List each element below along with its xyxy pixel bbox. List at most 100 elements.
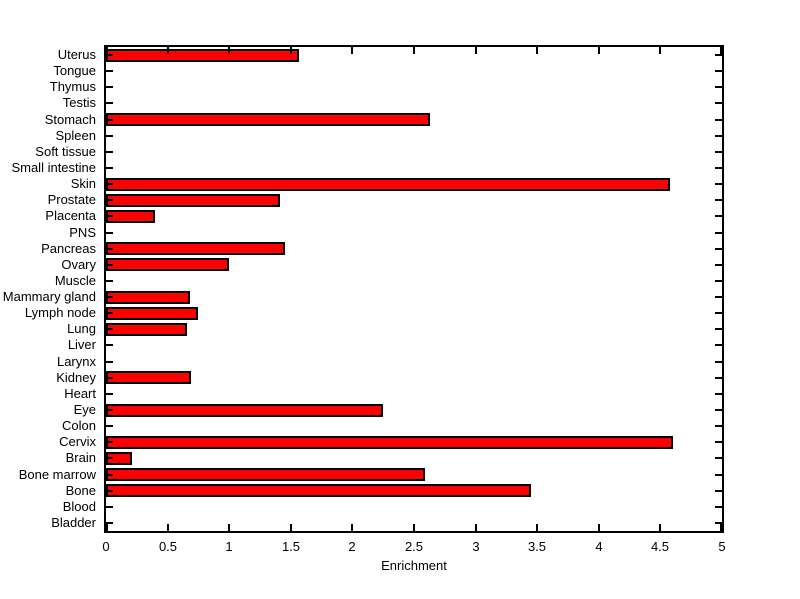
bar-ovary xyxy=(106,258,229,271)
y-tick-mark xyxy=(715,393,722,395)
y-tick-mark xyxy=(106,409,113,411)
x-tick-mark xyxy=(598,524,600,531)
x-tick-mark xyxy=(228,47,230,54)
y-tick-label-eye: Eye xyxy=(73,402,96,417)
x-tick-label-4: 4 xyxy=(595,539,603,554)
x-tick-mark xyxy=(720,47,722,54)
y-tick-label-thymus: Thymus xyxy=(49,79,96,94)
x-tick-mark xyxy=(536,524,538,531)
bar-mammary-gland xyxy=(106,291,190,304)
y-tick-mark xyxy=(715,248,722,250)
bar-kidney xyxy=(106,371,191,384)
y-tick-mark xyxy=(106,328,113,330)
x-tick-label-3.5: 3.5 xyxy=(527,539,547,554)
y-tick-mark xyxy=(106,151,113,153)
y-tick-mark xyxy=(106,86,113,88)
y-tick-label-small-intestine: Small intestine xyxy=(11,160,96,175)
y-tick-mark xyxy=(715,457,722,459)
y-tick-mark xyxy=(715,264,722,266)
y-tick-mark xyxy=(715,151,722,153)
bar-stomach xyxy=(106,113,430,126)
x-tick-label-5: 5 xyxy=(718,539,726,554)
y-tick-label-bone: Bone xyxy=(65,483,96,498)
y-tick-mark xyxy=(106,232,113,234)
y-tick-mark xyxy=(715,506,722,508)
x-tick-label-3: 3 xyxy=(472,539,480,554)
y-tick-label-heart: Heart xyxy=(64,386,96,401)
x-tick-mark xyxy=(598,47,600,54)
y-tick-label-bone-marrow: Bone marrow xyxy=(18,467,96,482)
y-tick-label-prostate: Prostate xyxy=(47,192,96,207)
y-tick-mark xyxy=(106,425,113,427)
bar-placenta xyxy=(106,210,155,223)
y-tick-mark xyxy=(715,54,722,56)
y-tick-label-stomach: Stomach xyxy=(44,112,96,127)
y-tick-mark xyxy=(715,280,722,282)
bar-skin xyxy=(106,178,670,191)
x-tick-label-0: 0 xyxy=(102,539,110,554)
y-tick-mark xyxy=(106,312,113,314)
y-tick-mark xyxy=(715,474,722,476)
x-tick-mark xyxy=(536,47,538,54)
y-tick-label-soft-tissue: Soft tissue xyxy=(35,144,96,159)
y-tick-mark xyxy=(106,54,113,56)
y-tick-mark xyxy=(106,506,113,508)
y-tick-mark xyxy=(715,425,722,427)
bar-bone-marrow xyxy=(106,468,425,481)
y-tick-mark xyxy=(106,215,113,217)
x-tick-mark xyxy=(475,47,477,54)
bar-lung xyxy=(106,323,187,336)
y-tick-mark xyxy=(715,70,722,72)
y-tick-label-muscle: Muscle xyxy=(54,273,96,288)
x-tick-mark xyxy=(290,524,292,531)
y-tick-mark xyxy=(715,232,722,234)
y-tick-mark xyxy=(715,344,722,346)
y-tick-label-liver: Liver xyxy=(67,337,96,352)
y-tick-mark xyxy=(106,167,113,169)
y-tick-mark xyxy=(106,248,113,250)
y-tick-mark xyxy=(715,328,722,330)
y-tick-mark xyxy=(106,522,113,524)
y-tick-mark xyxy=(106,296,113,298)
y-tick-label-pns: PNS xyxy=(69,225,96,240)
y-tick-label-brain: Brain xyxy=(65,450,96,465)
y-tick-label-cervix: Cervix xyxy=(59,434,96,449)
x-tick-mark xyxy=(351,524,353,531)
y-tick-mark xyxy=(715,119,722,121)
bar-uterus xyxy=(106,49,299,62)
y-tick-mark xyxy=(715,409,722,411)
y-tick-label-tongue: Tongue xyxy=(53,63,96,78)
y-tick-mark xyxy=(715,361,722,363)
y-tick-label-colon: Colon xyxy=(62,418,96,433)
bar-eye xyxy=(106,404,383,417)
x-tick-mark xyxy=(413,47,415,54)
y-tick-mark xyxy=(106,441,113,443)
y-tick-mark xyxy=(106,264,113,266)
y-tick-label-kidney: Kidney xyxy=(56,370,96,385)
x-tick-label-2.5: 2.5 xyxy=(404,539,424,554)
x-axis-title: Enrichment xyxy=(381,558,447,573)
bar-cervix xyxy=(106,436,673,449)
y-tick-mark xyxy=(715,441,722,443)
x-tick-mark xyxy=(720,524,722,531)
y-tick-mark xyxy=(106,70,113,72)
x-axis-tick-labels: 0 0.5 1 1.5 2 2.5 3 3.5 4 4.5 5 xyxy=(102,539,725,555)
y-tick-mark xyxy=(715,522,722,524)
y-tick-label-uterus: Uterus xyxy=(57,47,96,62)
y-tick-label-spleen: Spleen xyxy=(55,128,96,143)
y-tick-label-mammary-gland: Mammary gland xyxy=(2,289,96,304)
y-tick-mark xyxy=(715,102,722,104)
y-tick-label-lung: Lung xyxy=(67,321,96,336)
plot-area xyxy=(104,45,724,533)
y-axis-labels: Uterus Tongue Thymus Testis Stomach Spleen Sof… xyxy=(0,45,100,533)
y-tick-mark xyxy=(106,119,113,121)
y-tick-mark xyxy=(715,86,722,88)
x-tick-mark xyxy=(351,47,353,54)
y-tick-mark xyxy=(106,490,113,492)
x-tick-mark xyxy=(413,524,415,531)
y-tick-mark xyxy=(106,361,113,363)
y-tick-label-placenta: Placenta xyxy=(45,208,96,223)
y-tick-label-ovary: Ovary xyxy=(61,257,96,272)
y-tick-mark xyxy=(106,474,113,476)
